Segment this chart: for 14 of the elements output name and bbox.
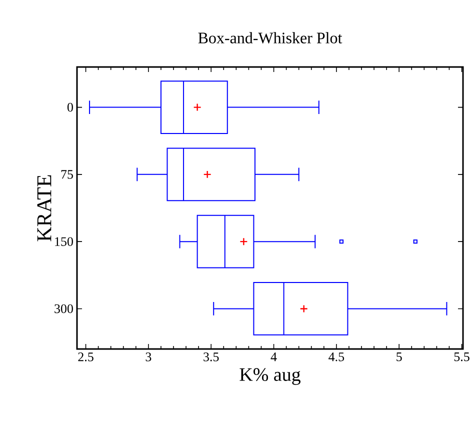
- x-tick-label: 5: [396, 352, 402, 362]
- x-tick-label: 2.5: [78, 352, 94, 362]
- x-axis-title: K% aug: [240, 368, 300, 385]
- y-tick-label: 150: [55, 237, 73, 246]
- y-tick-label: 300: [54, 304, 73, 314]
- chart-title: Box-and-Whisker Plot: [198, 32, 342, 44]
- y-tick-label: 75: [61, 170, 73, 179]
- y-tick-label: 0: [67, 102, 73, 112]
- x-tick-label: 3: [146, 352, 152, 362]
- x-tick-label: 4.5: [328, 352, 344, 362]
- y-axis-title: KRATE: [37, 175, 52, 242]
- x-tick-label: 3.5: [204, 352, 219, 362]
- x-tick-label: 5.5: [454, 352, 470, 362]
- x-tick-label: 4: [270, 352, 277, 362]
